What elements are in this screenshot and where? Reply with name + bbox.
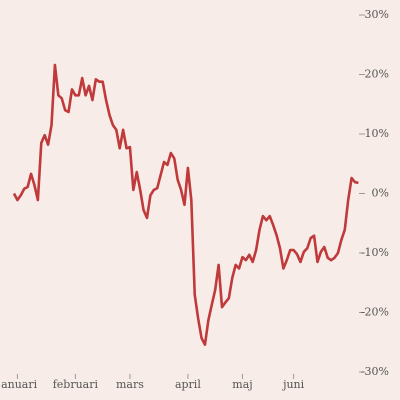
y-tick-label: 20% — [365, 68, 389, 81]
x-tick-label: april — [175, 378, 201, 391]
x-tick-label: mars — [116, 378, 144, 391]
x-tick-label: februari — [53, 378, 99, 391]
x-tick-label: maj — [232, 378, 252, 391]
y-tick-label: -20% — [361, 306, 389, 319]
y-tick-label: -30% — [361, 365, 389, 378]
x-tick-label: januari — [0, 378, 38, 391]
line — [12, 63, 359, 346]
y-tick-label: 30% — [365, 8, 389, 21]
x-tick-label: juni — [281, 378, 305, 391]
y-tick-label: 0% — [372, 187, 389, 200]
y-tick-label: 10% — [365, 127, 389, 140]
y-tick-label: -10% — [361, 246, 389, 259]
